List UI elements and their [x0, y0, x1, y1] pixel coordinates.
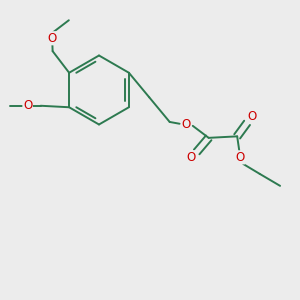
Text: O: O	[48, 32, 57, 45]
Text: O: O	[247, 110, 256, 123]
Text: O: O	[182, 118, 191, 131]
Text: O: O	[236, 151, 245, 164]
Text: O: O	[187, 151, 196, 164]
Text: O: O	[23, 99, 32, 112]
